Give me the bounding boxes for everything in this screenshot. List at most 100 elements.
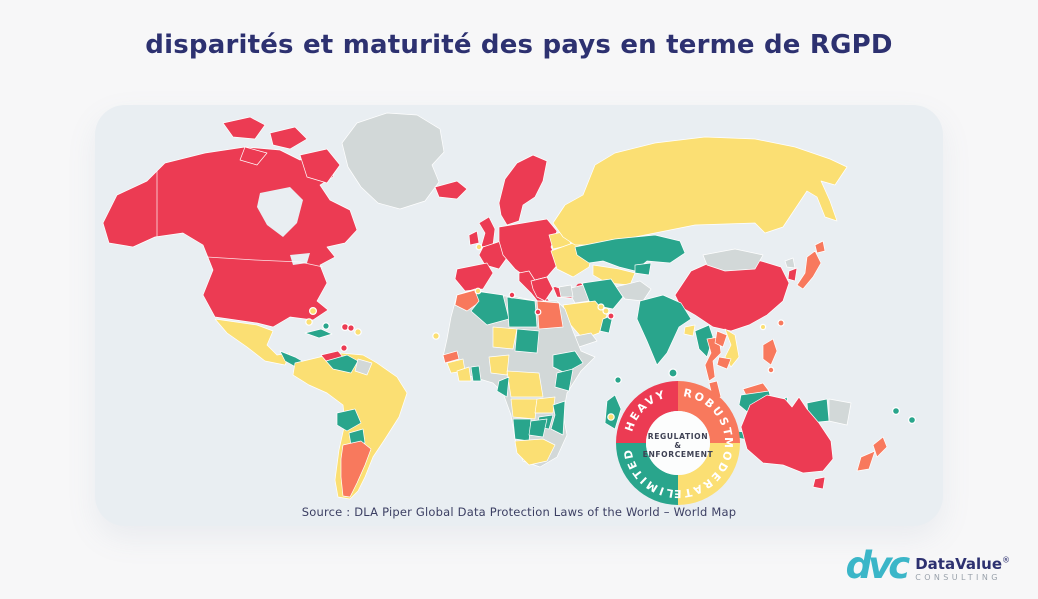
region-madagascar	[604, 394, 622, 430]
region-nigeria	[488, 354, 510, 376]
dot-hispaniola-2	[347, 324, 355, 332]
region-new-zealand-south	[856, 450, 876, 472]
region-india	[636, 294, 692, 366]
continent-north-america	[102, 112, 445, 376]
us-canada-border	[206, 256, 324, 268]
dot-hong-kong	[759, 323, 767, 331]
donut-segment-moderate	[678, 443, 740, 505]
region-ireland	[468, 230, 480, 246]
dot-bahamas-1	[309, 307, 318, 316]
region-senegal	[442, 350, 460, 364]
region-bolivia	[336, 408, 362, 432]
datavalue-logo: dvc DataValue® CONSULTING	[845, 544, 1010, 587]
world-map-card: HEAVY ROBUST MODERATE LIMITED REGULATION…	[95, 105, 943, 526]
region-algeria	[470, 290, 510, 326]
dot-gulf-1	[597, 303, 605, 311]
region-papua-new-guinea	[828, 398, 852, 426]
region-south-africa	[514, 438, 556, 466]
region-iceland	[434, 180, 468, 200]
region-guyanas	[354, 358, 373, 376]
hudson-bay	[257, 187, 303, 237]
dot-bahamas-2	[305, 318, 313, 326]
dot-tonga	[907, 416, 916, 425]
region-cuba	[304, 328, 333, 339]
region-canada-baffin	[299, 148, 341, 184]
dot-mauritius	[614, 376, 622, 384]
dot-lesser-antilles	[354, 328, 362, 336]
region-kyrgyzstan	[634, 262, 652, 276]
region-egypt	[536, 300, 564, 330]
page-title: disparités et maturité des pays en terme…	[145, 30, 893, 60]
donut-segment-robust	[678, 381, 740, 443]
logo-subtitle: CONSULTING	[915, 573, 1001, 583]
dot-bahrain	[607, 312, 615, 320]
region-mexico	[214, 318, 291, 366]
region-botswana	[528, 418, 548, 438]
region-ghana	[470, 365, 482, 382]
region-south-korea	[787, 267, 798, 282]
donut-center	[646, 411, 710, 475]
region-zambia	[534, 396, 556, 414]
regulation-donut-legend: HEAVY ROBUST MODERATE LIMITED REGULATION…	[616, 381, 740, 505]
region-kazakhstan	[574, 234, 686, 272]
dot-gulf-2	[602, 307, 610, 315]
dot-taiwan	[777, 319, 785, 327]
region-japan-hokkaido	[814, 240, 826, 254]
region-bangladesh	[683, 324, 696, 337]
region-angola	[510, 398, 538, 420]
region-uk	[478, 216, 496, 248]
region-philippines	[762, 338, 778, 366]
logo-text: DataValue® CONSULTING	[915, 555, 1010, 583]
region-canada-arctic-3	[239, 146, 268, 166]
dot-sri-lanka	[668, 368, 678, 378]
region-mongolia	[702, 248, 764, 272]
continent-south-america	[292, 350, 408, 500]
region-canada-arctic-2	[269, 126, 308, 150]
dot-jamaica	[322, 322, 330, 330]
region-chad	[514, 328, 540, 354]
dot-philippines-south	[767, 366, 775, 374]
world-map: HEAVY ROBUST MODERATE LIMITED REGULATION…	[102, 112, 916, 505]
donut-segment-heavy	[616, 381, 678, 443]
region-iraq	[566, 284, 590, 304]
region-niger	[492, 326, 518, 350]
dvc-monogram-icon: dvc	[845, 544, 911, 587]
region-tasmania	[812, 476, 826, 490]
region-namibia	[512, 418, 532, 442]
dot-gibraltar	[474, 287, 482, 295]
region-scandinavia	[498, 154, 548, 226]
source-attribution: Source : DLA Piper Global Data Protectio…	[301, 505, 737, 519]
region-cambodia	[716, 356, 732, 370]
dot-sardinia	[508, 291, 516, 299]
region-drc	[506, 370, 544, 398]
donut-segment-limited	[616, 443, 678, 505]
region-venezuela	[325, 354, 359, 374]
region-argentina	[340, 440, 372, 498]
continent-europe	[434, 154, 594, 309]
region-north-korea	[784, 257, 796, 269]
dot-cape-verde	[432, 332, 440, 340]
region-ethiopia	[552, 350, 584, 374]
continent-oceania	[740, 394, 888, 490]
donut-center-line2: &	[674, 441, 681, 450]
region-russia	[552, 136, 848, 246]
island-state-dots	[305, 243, 916, 425]
dot-sicily	[534, 308, 542, 316]
region-libya	[506, 296, 538, 328]
region-japan	[796, 250, 822, 290]
dot-channel-islands	[475, 243, 483, 251]
dot-trinidad	[340, 344, 348, 352]
region-ivory-coast	[456, 366, 472, 382]
dot-reunion	[607, 413, 615, 421]
region-greenland	[341, 112, 445, 210]
region-morocco	[454, 289, 482, 312]
region-australia	[740, 394, 834, 474]
region-laos	[714, 330, 728, 348]
region-congo-gabon	[496, 376, 510, 398]
region-new-zealand-north	[872, 436, 888, 458]
region-canada-arctic-1	[222, 116, 266, 140]
region-levant	[558, 284, 574, 298]
donut-center-line3: ENFORCEMENT	[643, 450, 714, 459]
donut-center-line1: REGULATION	[648, 432, 708, 441]
region-kenya	[554, 368, 574, 392]
